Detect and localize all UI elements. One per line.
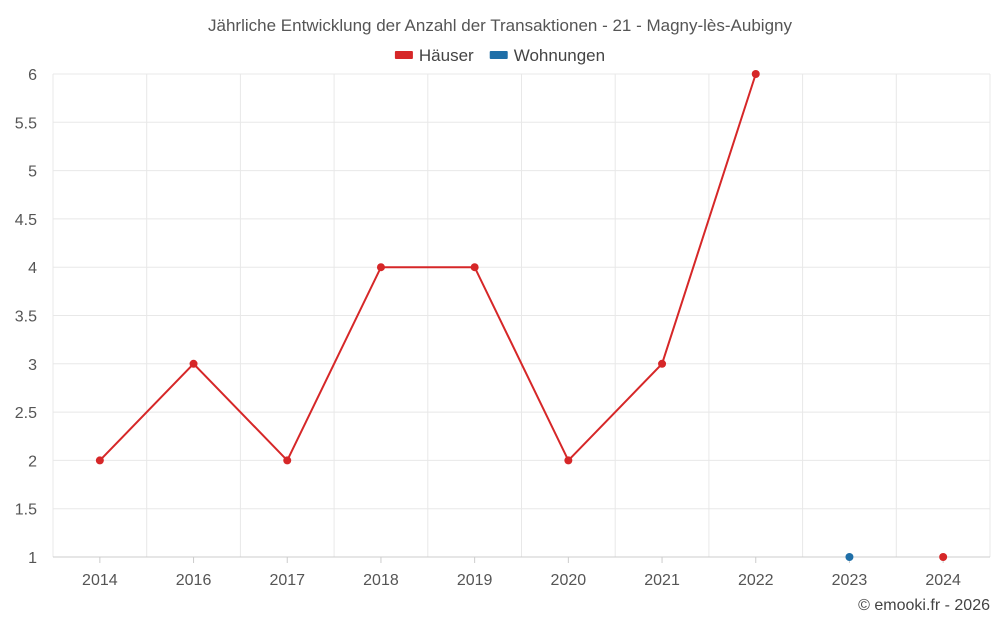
x-tick-label: 2019: [457, 572, 493, 589]
x-tick-label: 2014: [82, 572, 118, 589]
data-point[interactable]: [939, 553, 948, 561]
legend-item-1[interactable]: Wohnungen: [489, 46, 605, 65]
data-point[interactable]: [470, 263, 479, 272]
y-tick-label: 5: [28, 164, 37, 181]
y-tick-label: 5.5: [15, 115, 37, 132]
series-layer: [95, 70, 948, 561]
series-1: [845, 553, 854, 561]
legend-label: Häuser: [419, 46, 474, 65]
y-tick-label: 3: [28, 357, 37, 374]
chart-title: Jährliche Entwicklung der Anzahl der Tra…: [208, 16, 792, 35]
data-point[interactable]: [751, 70, 760, 78]
x-tick-label: 2016: [176, 572, 212, 589]
data-point[interactable]: [95, 456, 104, 465]
x-tick-label: 2020: [551, 572, 587, 589]
legend-label: Wohnungen: [514, 46, 605, 65]
x-tick-label: 2022: [738, 572, 774, 589]
legend-swatch: [489, 51, 508, 59]
legend-item-0[interactable]: Häuser: [394, 46, 474, 65]
y-tick-label: 1.5: [15, 502, 37, 519]
chart-legend: Häuser Wohnungen: [394, 46, 605, 65]
x-tick-label: 2023: [832, 572, 868, 589]
x-tick-label: 2017: [269, 572, 305, 589]
x-tick-label: 2018: [363, 572, 399, 589]
y-tick-label: 6: [28, 67, 37, 84]
data-point[interactable]: [658, 359, 667, 368]
y-tick-label: 2: [28, 453, 37, 470]
data-point[interactable]: [564, 456, 573, 465]
x-tick-label: 2021: [644, 572, 680, 589]
data-point[interactable]: [189, 359, 198, 368]
y-tick-label: 4: [28, 260, 37, 277]
data-point[interactable]: [283, 456, 292, 465]
series-line: [99, 73, 757, 463]
x-tick-label: 2024: [925, 572, 961, 589]
data-point[interactable]: [845, 553, 854, 561]
series-0: [95, 70, 948, 561]
credit-text: © emooki.fr - 2026: [858, 597, 990, 614]
y-tick-label: 4.5: [15, 212, 37, 229]
y-tick-label: 2.5: [15, 405, 37, 422]
data-point[interactable]: [376, 263, 385, 272]
grid-lines: [52, 73, 991, 557]
y-tick-label: 3.5: [15, 309, 37, 326]
y-tick-label: 1: [28, 550, 37, 567]
axes: 1 1.5 2 2.5 3 3.5 4 4.5 5 5.5 6 2014 2016 2017 2018 201…: [15, 67, 990, 589]
legend-swatch: [394, 51, 413, 59]
